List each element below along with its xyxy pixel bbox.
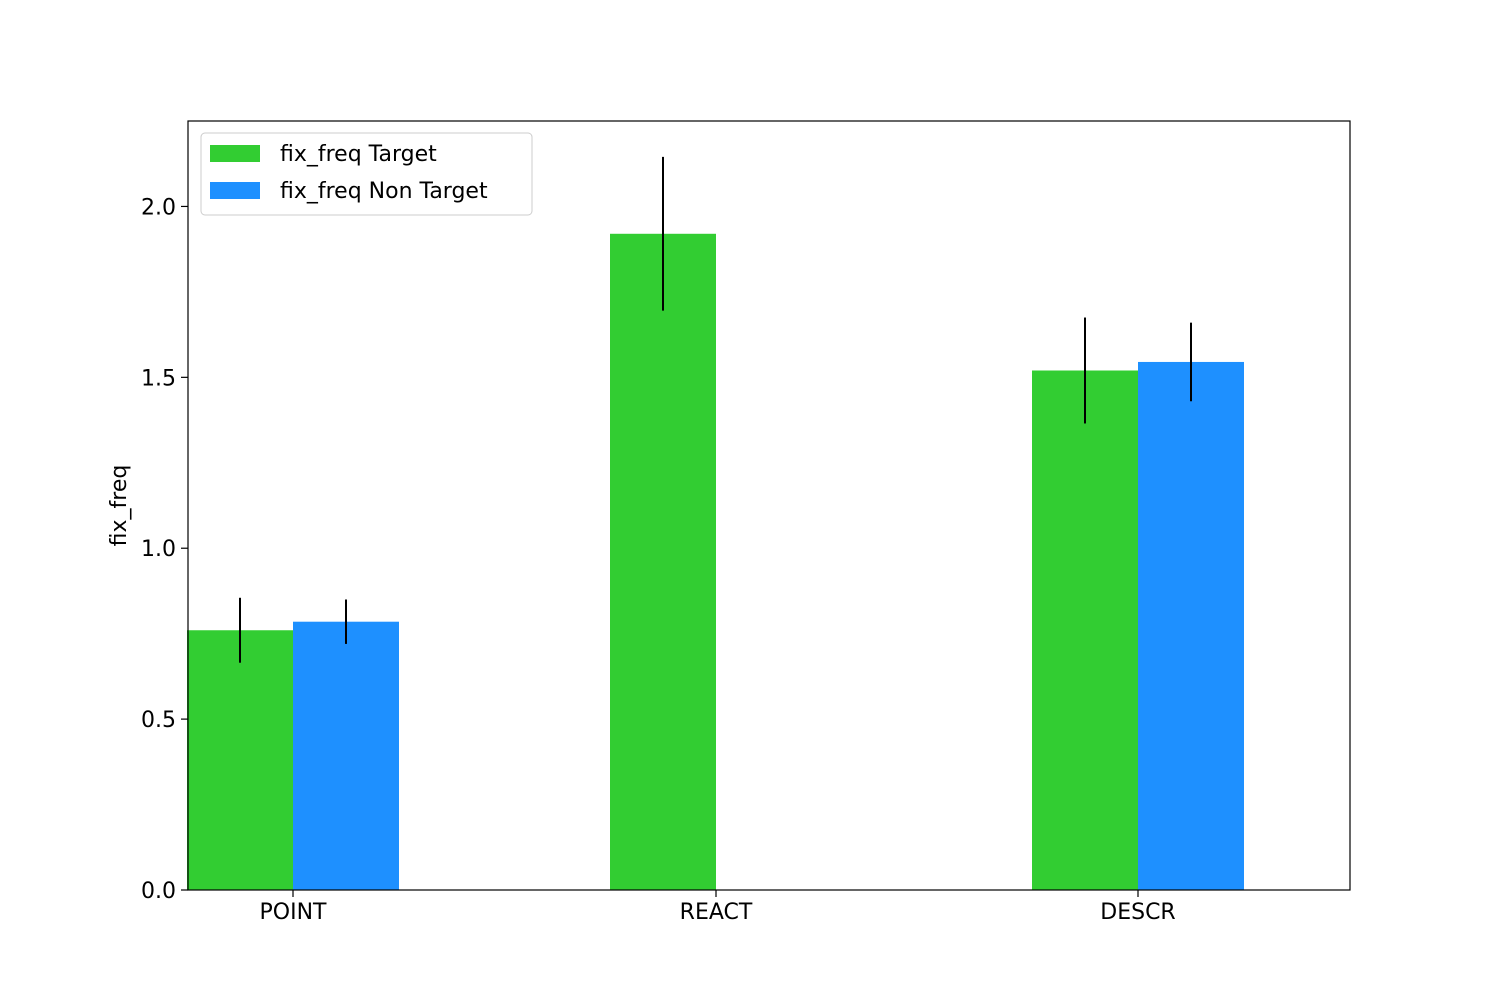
y-tick-label: 1.0 [141, 537, 176, 562]
bar-descr-series-0 [1032, 370, 1138, 890]
x-tick-label: DESCR [1100, 900, 1175, 925]
y-tick-label: 2.0 [141, 195, 176, 220]
plot-area-frame [187, 120, 1351, 891]
bars-layer [187, 233, 1244, 890]
legend-swatch-non-target [210, 182, 260, 199]
error-bars-layer [239, 156, 1192, 663]
y-axis-label: fix_freq [107, 465, 132, 547]
y-tick-label: 0.0 [141, 879, 176, 904]
y-axis: 0.0 0.5 1.0 1.5 2.0 [141, 195, 188, 904]
bar-point-series-1 [293, 621, 399, 890]
x-tick-label: REACT [680, 900, 753, 925]
bar-react-series-0 [610, 233, 716, 890]
x-axis: POINT REACT DESCR [260, 890, 1176, 925]
legend-label-non-target: fix_freq Non Target [280, 179, 488, 204]
legend-label-target: fix_freq Target [280, 142, 437, 167]
legend: fix_freq Target fix_freq Non Target [200, 132, 533, 216]
y-tick-label: 0.5 [141, 708, 176, 733]
legend-swatch-target [210, 145, 260, 162]
bar-point-series-0 [187, 630, 293, 890]
x-tick-label: POINT [260, 900, 328, 925]
y-tick-label: 1.5 [141, 366, 176, 391]
legend-box [200, 132, 533, 216]
bar-descr-series-1 [1138, 361, 1244, 890]
